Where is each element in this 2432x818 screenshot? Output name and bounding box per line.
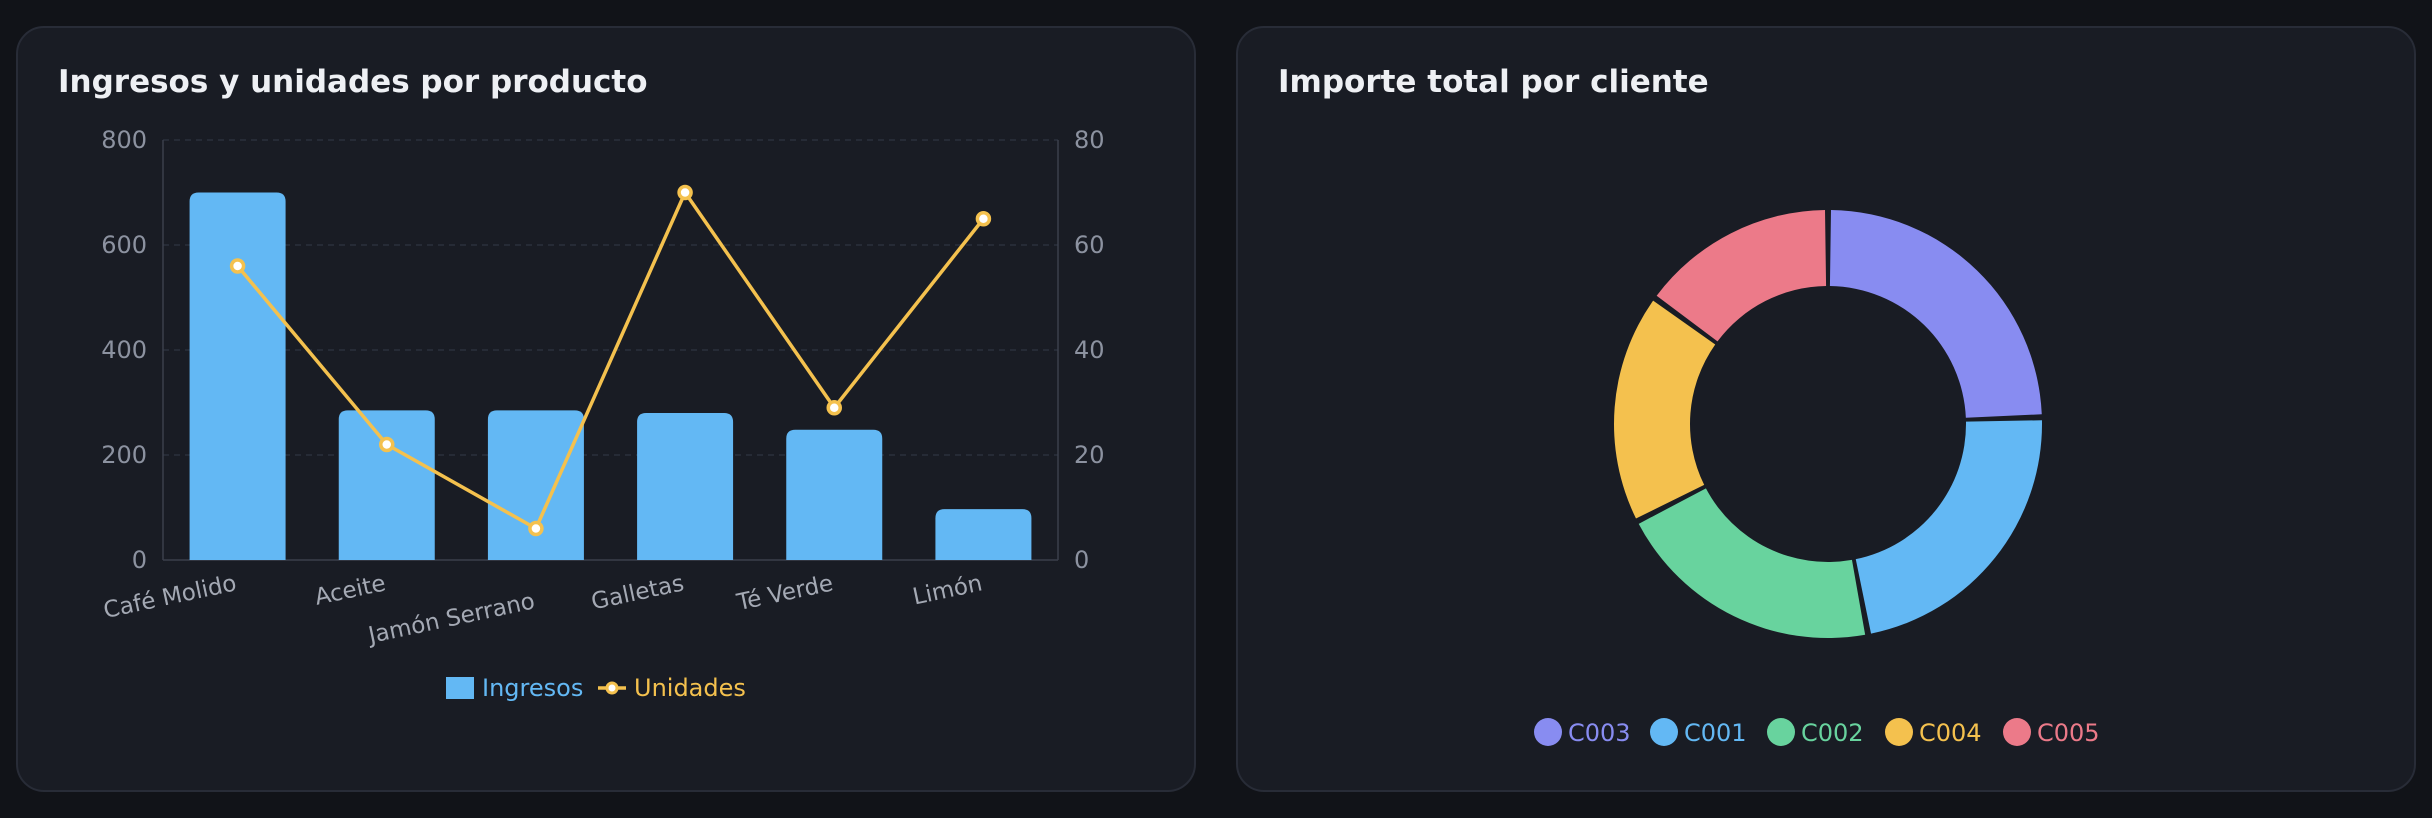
bar: [338, 410, 435, 560]
x-tick-label: Limón: [911, 570, 985, 610]
legend-swatch: [1885, 718, 1913, 746]
legend-label: C001: [1684, 719, 1747, 747]
x-tick-label: Galletas: [589, 570, 686, 615]
legend-label: Ingresos: [482, 674, 583, 702]
y-left-tick-label: 0: [132, 546, 147, 574]
donut-slice: [1829, 210, 2042, 418]
x-tick-label: Jamón Serrano: [364, 588, 537, 649]
y-right-tick-label: 60: [1074, 231, 1105, 259]
donut-chart: C003 C001 C002 C004 C005: [1534, 210, 2100, 747]
donut-slice: [1614, 300, 1716, 519]
line-point: [677, 184, 693, 201]
y-left-tick-label: 800: [101, 126, 147, 154]
legend-swatch: [1650, 718, 1678, 746]
legend-label: C003: [1568, 719, 1631, 747]
x-tick-label: Aceite: [312, 570, 388, 610]
legend-bar-swatch: [446, 677, 474, 699]
legend-label: C005: [2037, 719, 2100, 747]
x-tick-label: Café Molido: [101, 570, 239, 624]
x-tick-label: Té Verde: [734, 570, 836, 616]
bar: [935, 509, 1032, 560]
line-point: [229, 258, 246, 274]
y-left-tick-label: 200: [101, 441, 147, 469]
legend-label: Unidades: [634, 674, 746, 702]
legend-line-marker: [605, 681, 619, 695]
y-right-tick-label: 40: [1074, 336, 1105, 364]
legend-swatch: [1534, 718, 1562, 746]
line-point: [975, 211, 992, 227]
bar: [786, 429, 883, 560]
line-point: [528, 520, 544, 537]
bar-line-chart: 0 200 400 600 800 0 20 40 60 80 Café Molido AceiteJ…: [101, 126, 1105, 702]
y-left-tick-label: 400: [101, 336, 147, 364]
y-right-tick-label: 80: [1074, 126, 1105, 154]
y-right-tick-label: 0: [1074, 546, 1089, 574]
bar: [487, 410, 584, 560]
chart-title: Ingresos y unidades por producto: [58, 64, 648, 100]
line-point: [826, 400, 842, 416]
bar-line-chart-card: Ingresos y unidades por producto 0 200 400…: [16, 26, 1196, 792]
donut-slice: [1656, 210, 1827, 342]
legend-swatch: [2003, 718, 2031, 746]
donut-chart-card: Importe total por cliente C003 C001 C002 C0…: [1236, 26, 2416, 792]
donut-slice: [1638, 488, 1866, 638]
bar: [637, 413, 734, 560]
y-right-tick-label: 20: [1074, 441, 1105, 469]
y-left-tick-label: 600: [101, 231, 147, 259]
donut-slice: [1855, 420, 2042, 634]
legend-label: C004: [1919, 719, 1982, 747]
series-line: [236, 190, 985, 531]
line-point: [379, 436, 395, 453]
legend-label: C002: [1801, 719, 1864, 747]
legend-swatch: [1767, 718, 1795, 746]
bar: [189, 192, 286, 560]
chart-title: Importe total por cliente: [1278, 64, 1709, 100]
